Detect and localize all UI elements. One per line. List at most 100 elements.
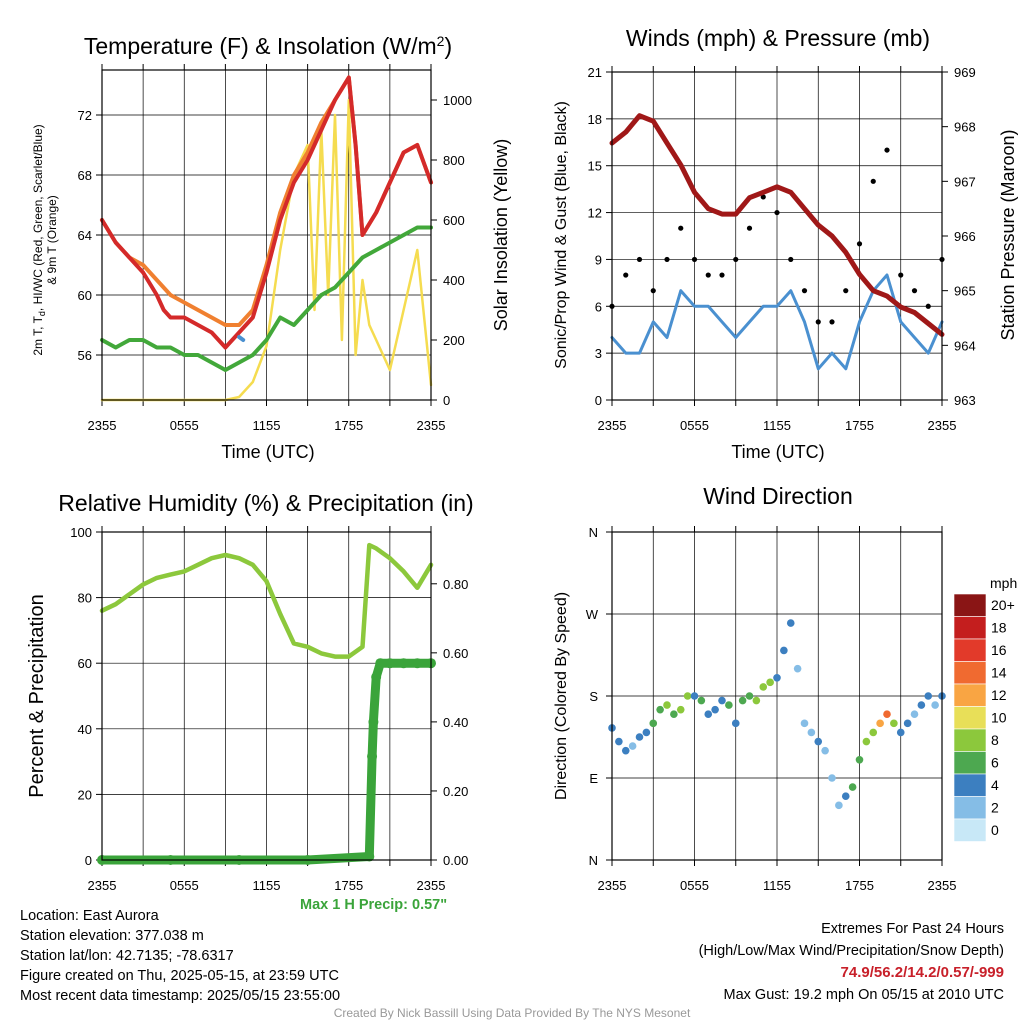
direction-point [704, 710, 713, 719]
direction-panel: Wind Direction 2355 0555 1155 1755 2355NESWN… [553, 483, 1017, 893]
colorbar-swatch [953, 728, 987, 752]
colorbar-swatch [953, 751, 987, 775]
humidity-ytick-label-left: 80 [78, 591, 92, 606]
temperature-ytick-label-left: 72 [78, 108, 92, 123]
temperature-ytick-label-right: 400 [443, 273, 465, 288]
colorbar-label: 18 [991, 620, 1007, 636]
wind-ytick-label-right: 967 [954, 174, 976, 189]
humidity-frame [101, 531, 432, 861]
humidity-xtick-label: 1755 [334, 878, 363, 893]
wind-gust-point [678, 225, 684, 231]
credit-line: Created By Nick Bassill Using Data Provi… [333, 1006, 691, 1020]
wind-ytick-label-left: 21 [588, 65, 602, 80]
humidity-xtick-label: 2355 [417, 878, 446, 893]
wind-ytick-label-left: 15 [588, 159, 602, 174]
humidity-ytick-label-left: 20 [78, 787, 92, 802]
direction-point [656, 705, 664, 714]
wind-ytick-label-right: 963 [954, 393, 976, 408]
temperature-y2label: Solar Insolation (Yellow) [491, 139, 511, 331]
direction-point [807, 728, 816, 737]
wind-gust-point [925, 303, 931, 309]
station-location: Location: East Aurora [20, 908, 159, 924]
extremes-values: 74.9/56.2/14.2/0.57/-999 [840, 964, 1004, 981]
direction-point [635, 733, 644, 741]
wind-ylabel: Sonic/Prop Wind & Gust (Blue, Black) [553, 101, 570, 369]
direction-point [821, 746, 829, 755]
direction-point [670, 710, 678, 719]
speed-colorbar: mph 20+ 18 16 14 12 10 8 6 4 2 0 [953, 575, 1017, 842]
direction-point [835, 801, 843, 810]
wind-gust-point [760, 194, 766, 200]
humidity-ytick-label-left: 100 [70, 525, 92, 540]
direction-point [931, 701, 939, 709]
temperature-plot-body: 2355 0555 1155 1755 2355 56 60 64 68 72 0 200 400 600… [78, 64, 472, 433]
wind-gust-point [788, 256, 794, 263]
direction-point [924, 692, 933, 700]
direction-point [711, 705, 719, 714]
temperature-xtick-label: 0555 [170, 418, 199, 433]
direction-ytick-label: S [589, 689, 598, 704]
colorbar-label: 2 [991, 800, 999, 816]
temperature-series-2m-t [100, 75, 433, 350]
direction-point [862, 737, 871, 746]
humidity-ytick-label-right: 0.80 [443, 577, 468, 592]
temperature-ytick-label-right: 0 [443, 393, 450, 408]
direction-point [855, 755, 864, 764]
direction-point [683, 692, 692, 700]
temperature-ytick-label-left: 68 [78, 168, 92, 183]
humidity-ytick-label-right: 0.60 [443, 646, 468, 661]
humidity-xtick-label: 1155 [253, 878, 281, 893]
wind-title: Winds (mph) & Pressure (mb) [626, 25, 930, 51]
humidity-ytick-label-right: 0.40 [443, 715, 468, 730]
direction-point [903, 719, 912, 728]
direction-title: Wind Direction [703, 483, 853, 509]
temperature-panel: Temperature (F) & Insolation (W/m2) 2355… [31, 33, 511, 462]
wind-gust-point [774, 209, 780, 216]
wind-gust-point [911, 288, 918, 294]
direction-point [896, 728, 905, 737]
direction-point [869, 728, 878, 737]
direction-xtick-label: 1755 [845, 878, 874, 893]
direction-point [697, 696, 706, 705]
direction-point [663, 701, 671, 709]
temperature-ytick-label-right: 1000 [443, 93, 472, 108]
temperature-frame [101, 69, 432, 401]
wind-gust-point [691, 256, 698, 263]
direction-point [628, 742, 637, 750]
wind-gust-point [664, 256, 670, 263]
max-hourly-precip: Max 1 H Precip: 0.57" [300, 897, 448, 913]
colorbar-swatch [953, 616, 987, 640]
temperature-ytick-label-left: 60 [78, 288, 92, 303]
colorbar-label: 14 [991, 665, 1007, 681]
wind-xtick-label: 1755 [845, 418, 874, 433]
temperature-title: Temperature (F) & Insolation (W/m2) [84, 33, 452, 59]
direction-point [800, 719, 809, 728]
station-latlon: Station lat/lon: 42.7135; -78.6317 [20, 948, 234, 964]
temperature-ytick-label-left: 56 [78, 348, 92, 363]
temperature-series-hi-wc [237, 335, 246, 342]
station-elevation: Station elevation: 377.038 m [20, 928, 204, 944]
wind-ytick-label-right: 966 [954, 229, 976, 244]
direction-point [828, 774, 836, 782]
colorbar-label: 0 [991, 822, 999, 838]
humidity-title: Relative Humidity (%) & Precipitation (i… [58, 490, 473, 516]
wind-gust-point [829, 319, 835, 325]
wind-xlabel: Time (UTC) [731, 442, 824, 462]
wind-gust-point [705, 272, 711, 278]
max-gust: Max Gust: 19.2 mph On 05/15 at 2010 UTC [723, 987, 1004, 1003]
direction-point [615, 737, 623, 746]
direction-point [752, 696, 761, 705]
colorbar-swatch [953, 638, 987, 662]
direction-ytick-label: N [589, 525, 598, 540]
temperature-ylabel: 2m T, Td, HI/WC (Red, Green, Scarlet/Blu… [31, 124, 59, 355]
wind-xtick-label: 2355 [598, 418, 627, 433]
wind-ytick-label-right: 964 [954, 338, 976, 353]
wind-gust-point [801, 288, 808, 294]
direction-point [690, 692, 699, 700]
direction-point [745, 692, 754, 700]
direction-xtick-label: 0555 [680, 878, 709, 893]
colorbar-swatch [953, 773, 987, 797]
colorbar-swatch [953, 706, 987, 730]
wind-ytick-label-right: 965 [954, 284, 976, 299]
temperature-ytick-label-left: 64 [78, 228, 92, 243]
